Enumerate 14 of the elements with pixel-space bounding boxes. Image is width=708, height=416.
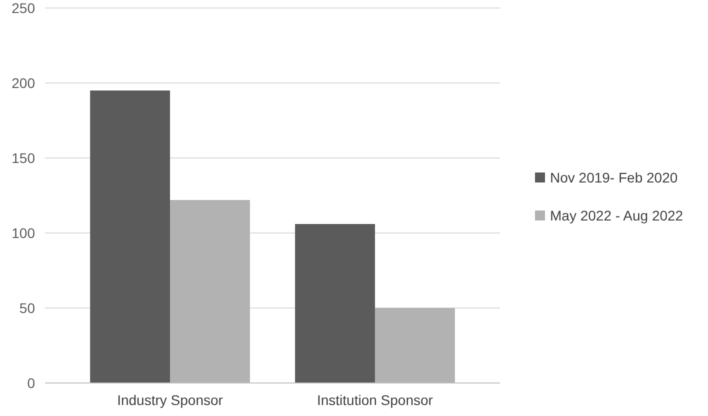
y-tick-label: 100 (12, 224, 36, 241)
legend-label: May 2022 - Aug 2022 (550, 207, 684, 224)
y-tick-label: 50 (19, 300, 36, 316)
y-tick-label: 200 (12, 74, 36, 91)
y-tick-label: 150 (12, 150, 36, 166)
x-tick-label: Industry Sponsor (117, 392, 224, 408)
y-tick-label: 0 (27, 374, 36, 391)
y-tick-label: 250 (12, 0, 36, 16)
bar (374, 308, 455, 383)
x-tick-label: Institution Sponsor (316, 392, 434, 408)
bar (90, 90, 170, 383)
bar (170, 200, 250, 383)
legend-label: Nov 2019- Feb 2020 (550, 169, 678, 186)
bar (295, 224, 375, 383)
